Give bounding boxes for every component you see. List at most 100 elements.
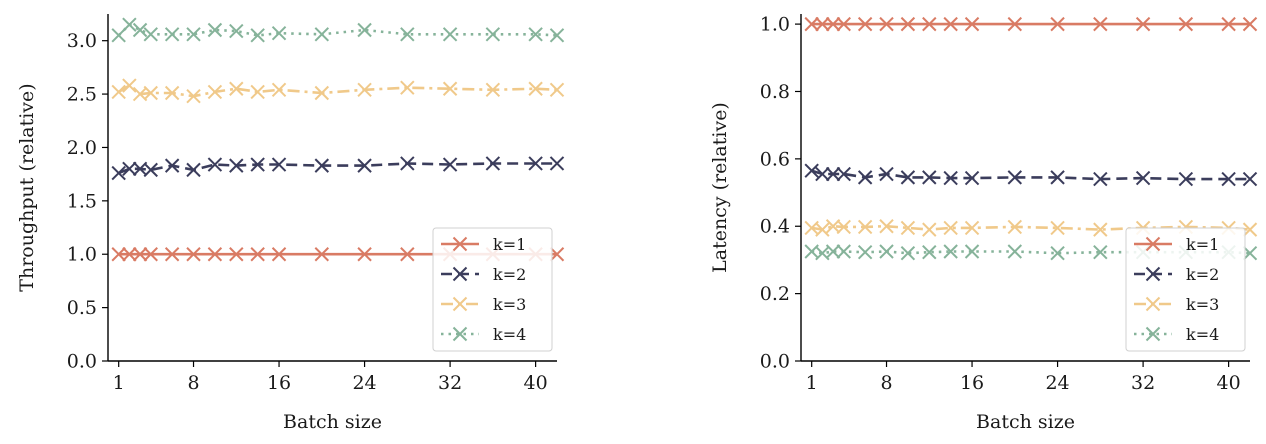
y-tick-label: 0.4	[760, 216, 790, 238]
series-k=2	[804, 163, 1258, 187]
data-point	[485, 82, 501, 98]
data-point	[314, 27, 330, 42]
y-tick-label: 1.0	[67, 244, 97, 266]
data-point	[111, 165, 126, 181]
data-point	[271, 157, 287, 172]
y-tick-label: 0.2	[760, 283, 790, 305]
data-point	[528, 156, 543, 171]
data-point	[1221, 16, 1236, 32]
chart-panel-2: 0.0 0.2 0.4 0.6 0.8 1.0 1 8 16 24 32 40 Batch size La…	[709, 14, 1258, 433]
data-point	[549, 247, 565, 262]
data-point	[186, 89, 201, 104]
data-point	[207, 247, 223, 262]
series-k=4	[111, 17, 565, 43]
data-point	[186, 162, 201, 178]
data-point	[879, 166, 894, 182]
data-point	[1178, 16, 1194, 32]
data-point	[186, 27, 201, 42]
legend-label: k=1	[1186, 235, 1219, 254]
data-point	[357, 158, 372, 173]
legend-label: k=3	[1186, 295, 1219, 314]
data-point	[1221, 171, 1236, 187]
data-point	[1093, 16, 1108, 32]
data-point	[357, 82, 372, 98]
data-point	[143, 27, 158, 42]
data-point	[271, 82, 287, 98]
data-point	[857, 219, 873, 235]
data-point	[815, 16, 830, 32]
data-point	[804, 16, 819, 32]
x-tick-label: 32	[438, 372, 462, 394]
data-point	[1242, 245, 1258, 261]
x-tick-label: 16	[267, 372, 291, 394]
y-tick-label: 3.0	[67, 30, 97, 52]
data-point	[922, 170, 937, 185]
x-tick-label: 1	[806, 372, 818, 394]
data-point	[143, 247, 158, 262]
data-point	[825, 166, 841, 182]
series-k=1	[804, 16, 1258, 32]
data-point	[825, 244, 841, 259]
data-point	[122, 247, 137, 262]
data-point	[400, 156, 415, 171]
data-point	[250, 247, 265, 262]
legend-label: k=2	[1186, 265, 1219, 284]
series-k=2	[111, 156, 565, 181]
data-point	[900, 220, 916, 236]
x-tick-label: 1	[113, 372, 125, 394]
data-point	[164, 247, 180, 262]
data-point	[357, 22, 372, 38]
data-point	[250, 157, 265, 172]
data-point	[815, 222, 830, 237]
data-point	[485, 156, 501, 171]
legend-marker	[452, 236, 468, 252]
y-tick-label: 1.0	[760, 14, 790, 36]
x-tick-label: 40	[1217, 372, 1241, 394]
data-point	[1007, 16, 1023, 32]
data-point	[314, 158, 330, 173]
data-point	[549, 156, 565, 171]
legend-label: k=1	[493, 235, 526, 254]
data-point	[815, 166, 830, 182]
series-k=3	[111, 78, 565, 104]
data-point	[1093, 171, 1108, 187]
data-point	[111, 247, 126, 262]
data-point	[485, 27, 501, 42]
data-point	[943, 170, 958, 186]
data-point	[314, 247, 330, 262]
legend-marker	[1145, 236, 1161, 252]
data-point	[111, 84, 126, 100]
data-point	[1050, 245, 1065, 261]
data-point	[549, 82, 565, 98]
data-point	[250, 84, 265, 100]
y-tick-label: 0.0	[67, 351, 97, 373]
data-point	[1242, 16, 1258, 32]
legend-label: k=2	[493, 265, 526, 284]
data-point	[922, 244, 937, 260]
data-point	[879, 16, 894, 32]
data-point	[1050, 16, 1065, 32]
data-point	[143, 162, 158, 178]
data-point	[122, 161, 137, 177]
data-point	[1135, 16, 1151, 32]
data-point	[442, 81, 458, 96]
chart-panel-1: 0.0 0.5 1.0 1.5 2.0 2.5 3.0 1 8 16 24 32 40 Batch siz…	[16, 14, 565, 433]
data-point	[857, 16, 873, 32]
data-point	[207, 22, 223, 38]
data-point	[1242, 171, 1258, 187]
x-axis-title: Batch size	[976, 411, 1075, 433]
data-point	[164, 158, 180, 173]
x-tick-label: 24	[352, 372, 376, 394]
data-point	[836, 219, 851, 235]
data-point	[122, 78, 137, 93]
data-point	[122, 17, 137, 32]
data-point	[964, 244, 980, 259]
y-tick-label: 0.8	[760, 81, 790, 103]
y-tick-label: 0.6	[760, 148, 790, 170]
data-point	[207, 157, 223, 172]
legend-marker	[1145, 326, 1161, 342]
data-point	[229, 81, 244, 96]
legend-label: k=4	[1186, 325, 1219, 344]
data-point	[400, 80, 415, 95]
data-point	[186, 247, 201, 262]
